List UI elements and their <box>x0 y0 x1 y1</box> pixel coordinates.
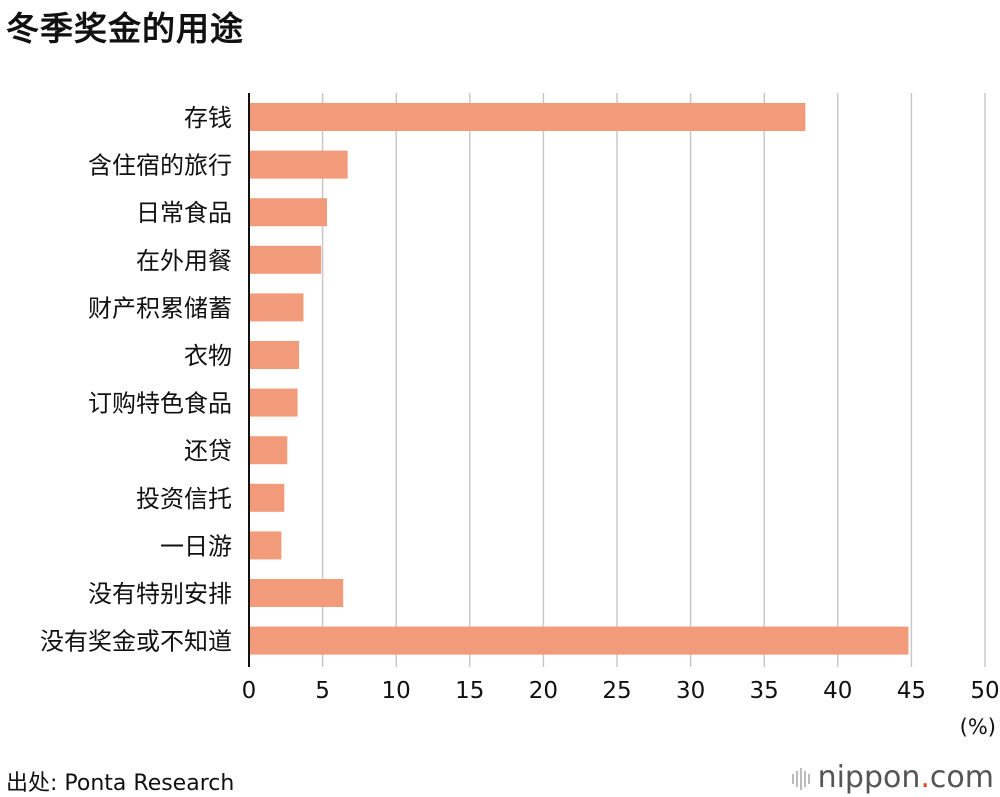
x-tick-label: 0 <box>242 678 257 704</box>
x-tick-label: 45 <box>897 678 926 704</box>
logo-name: nippon <box>817 760 921 795</box>
category-label: 存钱 <box>184 104 232 132</box>
bar <box>249 103 806 131</box>
bar <box>249 579 344 607</box>
category-label: 没有奖金或不知道 <box>40 628 232 656</box>
category-label: 财产积累储蓄 <box>88 294 232 322</box>
bar <box>249 150 348 179</box>
x-tick-label: 35 <box>750 678 779 704</box>
x-axis-unit: (%) <box>960 715 996 739</box>
x-tick-labels: 0 5 10 15 20 25 30 35 40 45 50 <box>242 678 1000 704</box>
category-label: 衣物 <box>184 342 232 370</box>
x-tick-label: 5 <box>315 678 330 704</box>
logo-dot: . <box>920 760 930 795</box>
source-note: 出处: Ponta Research <box>6 771 235 796</box>
chart-title: 冬季奖金的用途 <box>6 9 244 48</box>
bars <box>249 103 909 655</box>
x-tick-label: 40 <box>823 678 852 704</box>
x-tick-label: 25 <box>602 678 631 704</box>
category-label: 订购特色食品 <box>88 390 232 418</box>
nippon-logo: nippon.com <box>791 760 994 795</box>
bar <box>249 293 304 322</box>
category-label: 日常食品 <box>136 199 232 227</box>
x-tick-label: 15 <box>455 678 484 704</box>
x-tick-label: 30 <box>676 678 705 704</box>
bar <box>249 436 288 465</box>
gridlines <box>321 93 986 667</box>
category-label: 含住宿的旅行 <box>88 152 232 180</box>
category-labels: 存钱含住宿的旅行日常食品在外用餐财产积累储蓄衣物订购特色食品还贷投资信托一日游没… <box>40 104 232 656</box>
bar <box>249 531 282 560</box>
category-label: 投资信托 <box>136 485 232 513</box>
category-label: 没有特别安排 <box>88 580 232 608</box>
logo-tld: com <box>929 760 994 795</box>
bar <box>249 245 322 274</box>
bar <box>249 626 909 655</box>
bar <box>249 341 300 369</box>
bar <box>249 483 285 512</box>
category-label: 一日游 <box>160 532 232 560</box>
x-tick-label: 10 <box>382 678 411 704</box>
bar <box>249 198 328 227</box>
logo-bars-icon <box>791 760 812 795</box>
bar <box>249 388 298 417</box>
x-tick-label: 50 <box>970 678 999 704</box>
category-label: 在外用餐 <box>136 247 232 275</box>
category-label: 还贷 <box>184 437 232 465</box>
x-tick-label: 20 <box>529 678 558 704</box>
